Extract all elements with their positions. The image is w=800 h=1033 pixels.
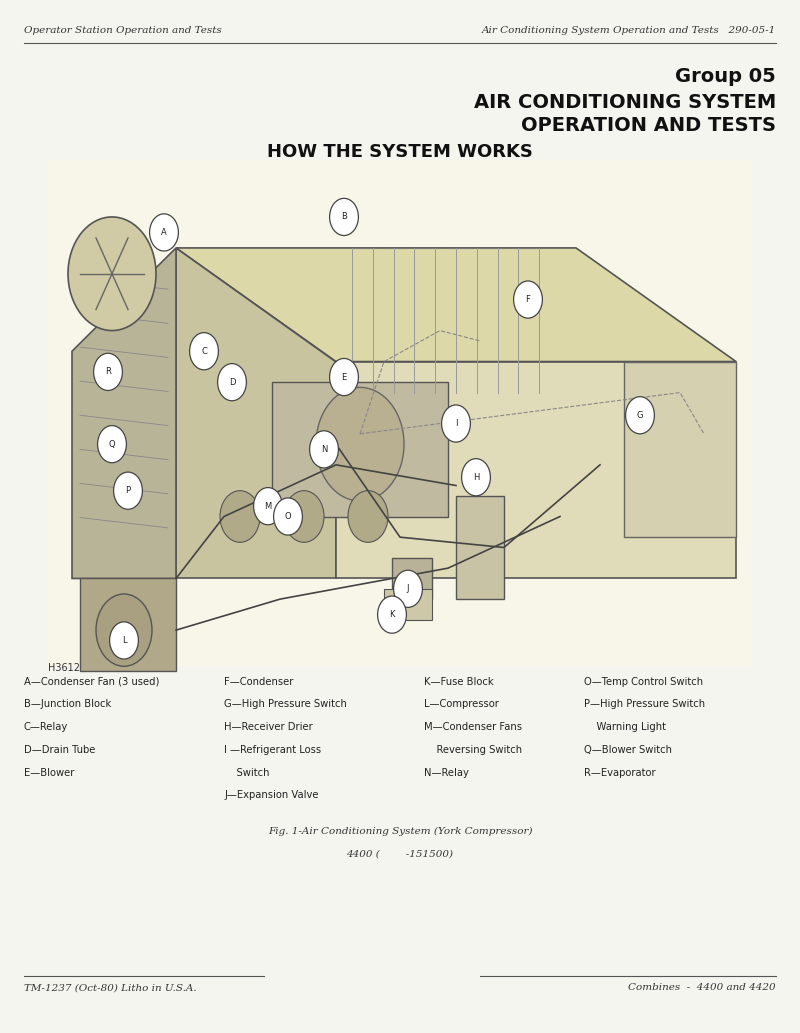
Circle shape xyxy=(218,364,246,401)
Text: OPERATION AND TESTS: OPERATION AND TESTS xyxy=(521,116,776,134)
Circle shape xyxy=(114,472,142,509)
Text: P: P xyxy=(126,487,130,495)
Circle shape xyxy=(330,358,358,396)
Text: AIR CONDITIONING SYSTEM: AIR CONDITIONING SYSTEM xyxy=(474,93,776,112)
Text: 4400 (        -151500): 4400 ( -151500) xyxy=(346,849,454,858)
Text: Fig. 1-Air Conditioning System (York Compressor): Fig. 1-Air Conditioning System (York Com… xyxy=(268,826,532,836)
FancyBboxPatch shape xyxy=(48,160,752,666)
Text: B—Junction Block: B—Junction Block xyxy=(24,699,111,710)
Polygon shape xyxy=(456,496,504,599)
Text: Operator Station Operation and Tests: Operator Station Operation and Tests xyxy=(24,26,222,35)
Text: E—Blower: E—Blower xyxy=(24,768,74,778)
Text: I —Refrigerant Loss: I —Refrigerant Loss xyxy=(224,745,321,755)
Circle shape xyxy=(274,498,302,535)
Circle shape xyxy=(68,217,156,331)
Text: Combines  -  4400 and 4420: Combines - 4400 and 4420 xyxy=(628,983,776,993)
Circle shape xyxy=(94,353,122,390)
Circle shape xyxy=(378,596,406,633)
Text: J: J xyxy=(406,585,410,593)
Text: G—High Pressure Switch: G—High Pressure Switch xyxy=(224,699,347,710)
Text: M—Condenser Fans: M—Condenser Fans xyxy=(424,722,522,732)
Text: K—Fuse Block: K—Fuse Block xyxy=(424,677,494,687)
Circle shape xyxy=(190,333,218,370)
Circle shape xyxy=(254,488,282,525)
Circle shape xyxy=(462,459,490,496)
Polygon shape xyxy=(336,362,736,578)
Circle shape xyxy=(96,594,152,666)
Circle shape xyxy=(348,491,388,542)
Text: TM-1237 (Oct-80) Litho in U.S.A.: TM-1237 (Oct-80) Litho in U.S.A. xyxy=(24,983,197,993)
Text: A: A xyxy=(161,228,167,237)
Circle shape xyxy=(514,281,542,318)
Polygon shape xyxy=(392,558,432,599)
Polygon shape xyxy=(272,382,448,516)
Circle shape xyxy=(316,387,404,501)
Text: Q—Blower Switch: Q—Blower Switch xyxy=(584,745,672,755)
Text: E: E xyxy=(342,373,346,381)
Text: H36124: H36124 xyxy=(48,663,86,674)
Text: Switch: Switch xyxy=(224,768,270,778)
Circle shape xyxy=(442,405,470,442)
Polygon shape xyxy=(72,248,176,578)
Polygon shape xyxy=(176,248,336,578)
Text: Q: Q xyxy=(109,440,115,448)
Text: H—Receiver Drier: H—Receiver Drier xyxy=(224,722,313,732)
Circle shape xyxy=(284,491,324,542)
Text: O—Temp Control Switch: O—Temp Control Switch xyxy=(584,677,703,687)
Polygon shape xyxy=(384,589,432,620)
Circle shape xyxy=(310,431,338,468)
Text: L—Compressor: L—Compressor xyxy=(424,699,499,710)
Circle shape xyxy=(110,622,138,659)
Text: N: N xyxy=(321,445,327,453)
Text: A—Condenser Fan (3 used): A—Condenser Fan (3 used) xyxy=(24,677,159,687)
Polygon shape xyxy=(176,248,736,362)
Text: C: C xyxy=(201,347,207,355)
Text: R: R xyxy=(105,368,111,376)
Text: HOW THE SYSTEM WORKS: HOW THE SYSTEM WORKS xyxy=(267,143,533,160)
Text: D—Drain Tube: D—Drain Tube xyxy=(24,745,95,755)
Circle shape xyxy=(220,491,260,542)
Text: F: F xyxy=(526,295,530,304)
Text: D: D xyxy=(229,378,235,386)
Text: C—Relay: C—Relay xyxy=(24,722,68,732)
Text: Reversing Switch: Reversing Switch xyxy=(424,745,522,755)
Text: F—Condenser: F—Condenser xyxy=(224,677,294,687)
Circle shape xyxy=(330,198,358,236)
Text: B: B xyxy=(341,213,347,221)
Text: R—Evaporator: R—Evaporator xyxy=(584,768,656,778)
Text: G: G xyxy=(637,411,643,419)
Text: N—Relay: N—Relay xyxy=(424,768,469,778)
Text: H: H xyxy=(473,473,479,481)
Circle shape xyxy=(98,426,126,463)
Text: P—High Pressure Switch: P—High Pressure Switch xyxy=(584,699,705,710)
Circle shape xyxy=(150,214,178,251)
Text: O: O xyxy=(285,512,291,521)
Circle shape xyxy=(394,570,422,607)
Circle shape xyxy=(626,397,654,434)
Text: M: M xyxy=(264,502,272,510)
Text: I: I xyxy=(454,419,458,428)
Polygon shape xyxy=(80,578,176,671)
Text: L: L xyxy=(122,636,126,645)
Text: J—Expansion Valve: J—Expansion Valve xyxy=(224,790,318,801)
Text: K: K xyxy=(390,611,394,619)
Polygon shape xyxy=(624,362,736,537)
Text: Warning Light: Warning Light xyxy=(584,722,666,732)
Text: Air Conditioning System Operation and Tests   290-05-1: Air Conditioning System Operation and Te… xyxy=(482,26,776,35)
Text: Group 05: Group 05 xyxy=(675,67,776,86)
